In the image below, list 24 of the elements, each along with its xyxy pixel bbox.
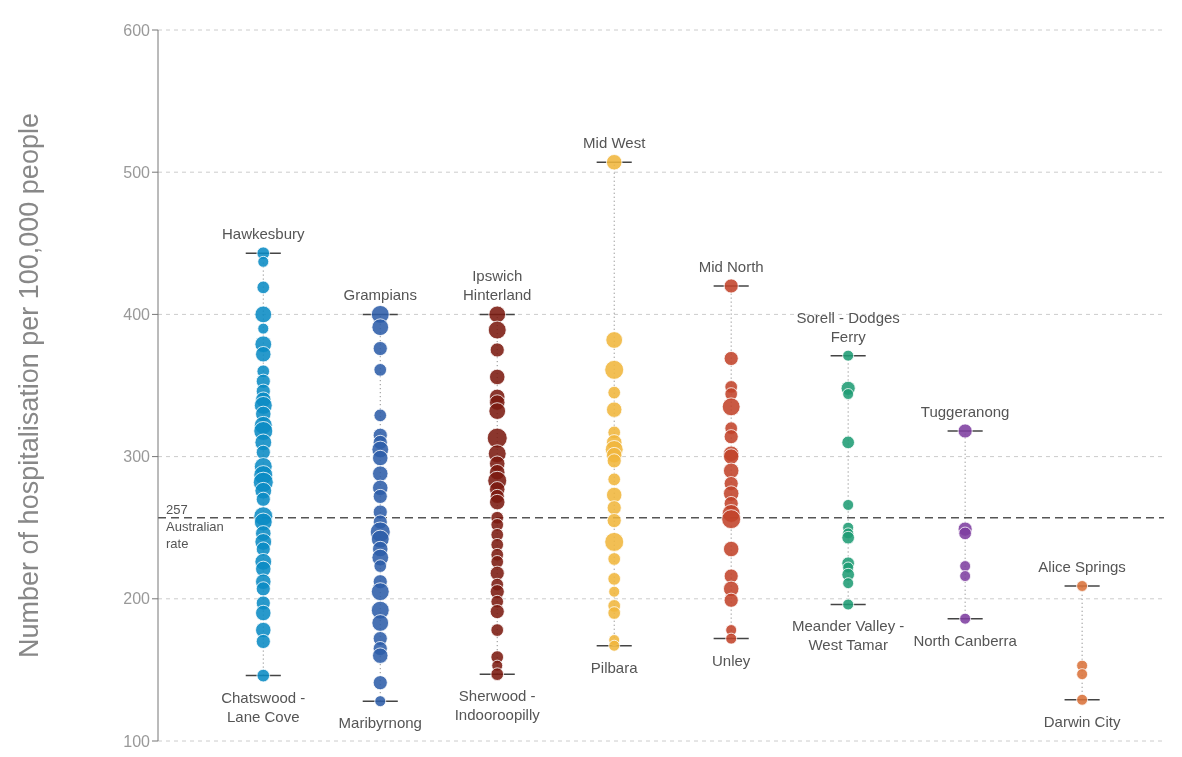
annotation: Unley bbox=[711, 650, 751, 670]
annotation: Ipswich Hinterland bbox=[462, 266, 533, 305]
annotation: Mid West bbox=[583, 133, 646, 153]
y-tick-label: 100 bbox=[123, 732, 151, 750]
annotation: Hawkesbury bbox=[222, 224, 305, 244]
annotation: Maribyrnong bbox=[338, 713, 422, 733]
annotation: Mid North bbox=[698, 256, 764, 276]
y-tick-label: 200 bbox=[123, 590, 151, 608]
annotation: Meander Valley - West Tamar bbox=[791, 616, 906, 655]
annotation: Darwin City bbox=[1043, 711, 1121, 731]
annotation: Pilbara bbox=[590, 657, 638, 677]
annotation: Alice Springs bbox=[1038, 557, 1126, 577]
y-tick-label: 400 bbox=[123, 306, 151, 324]
y-tick-label: 300 bbox=[123, 448, 151, 466]
annotation: Grampians bbox=[343, 285, 417, 305]
annotation: North Canberra bbox=[913, 630, 1017, 650]
annotation: Sorell - Dodges Ferry bbox=[795, 307, 901, 346]
y-tick-label: 500 bbox=[123, 163, 151, 181]
ref-line-label: 257 Australian rate bbox=[166, 500, 225, 552]
annotation: Sherwood - Indooroopilly bbox=[453, 686, 541, 725]
y-tick-label: 600 bbox=[123, 21, 151, 39]
annotation: Tuggeranong bbox=[920, 402, 1010, 422]
annotation: Chatswood - Lane Cove bbox=[220, 687, 307, 726]
y-axis-title: Number of hospitalisation per 100,000 people bbox=[13, 113, 44, 658]
